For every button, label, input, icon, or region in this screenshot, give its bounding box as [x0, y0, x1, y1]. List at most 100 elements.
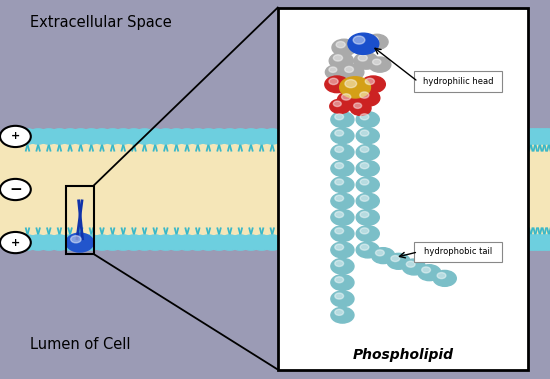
Circle shape [331, 307, 354, 323]
Circle shape [102, 129, 124, 144]
Circle shape [0, 179, 31, 200]
Circle shape [331, 291, 354, 307]
Circle shape [335, 293, 344, 299]
Circle shape [331, 258, 354, 274]
Circle shape [102, 235, 124, 250]
Circle shape [70, 235, 92, 250]
Circle shape [345, 80, 356, 88]
Circle shape [38, 129, 60, 144]
Circle shape [112, 235, 134, 250]
Circle shape [16, 235, 38, 250]
Circle shape [524, 235, 546, 250]
Circle shape [361, 76, 386, 93]
Text: Extracellular Space: Extracellular Space [30, 15, 172, 30]
Circle shape [354, 53, 378, 69]
Circle shape [360, 114, 369, 120]
Circle shape [38, 235, 60, 250]
Circle shape [335, 211, 344, 218]
Circle shape [356, 144, 380, 160]
Text: hydrophilic head: hydrophilic head [423, 77, 493, 86]
Circle shape [331, 274, 354, 290]
Circle shape [348, 33, 379, 55]
Circle shape [27, 235, 49, 250]
Circle shape [356, 226, 380, 242]
Circle shape [0, 126, 31, 147]
Circle shape [356, 242, 380, 258]
Circle shape [331, 161, 354, 177]
Bar [66, 186, 94, 254]
Circle shape [335, 179, 344, 185]
Circle shape [356, 177, 380, 193]
Circle shape [187, 235, 209, 250]
Circle shape [240, 129, 262, 144]
Circle shape [229, 129, 251, 144]
Circle shape [112, 129, 134, 144]
Circle shape [331, 193, 354, 209]
Circle shape [345, 66, 354, 72]
Circle shape [341, 64, 364, 80]
Circle shape [356, 209, 380, 225]
Circle shape [356, 111, 380, 127]
Circle shape [326, 65, 346, 80]
Circle shape [229, 235, 251, 250]
Circle shape [333, 55, 343, 61]
Circle shape [335, 146, 344, 152]
Circle shape [437, 273, 446, 279]
Circle shape [358, 55, 367, 61]
Circle shape [360, 179, 369, 185]
Circle shape [335, 277, 344, 283]
Circle shape [331, 226, 354, 242]
Circle shape [176, 129, 198, 144]
Circle shape [261, 129, 283, 144]
Circle shape [66, 233, 94, 252]
Circle shape [332, 39, 356, 56]
Circle shape [356, 90, 380, 106]
Circle shape [387, 253, 410, 269]
Circle shape [356, 128, 380, 144]
Circle shape [219, 235, 241, 250]
Circle shape [336, 41, 345, 48]
Circle shape [353, 36, 365, 44]
Circle shape [335, 228, 344, 234]
Circle shape [59, 129, 81, 144]
Text: Phospholipid: Phospholipid [353, 348, 453, 362]
Circle shape [91, 235, 113, 250]
Circle shape [366, 34, 388, 50]
Circle shape [48, 235, 70, 250]
Circle shape [418, 265, 441, 280]
Circle shape [155, 235, 177, 250]
Circle shape [369, 57, 391, 72]
Text: +: + [11, 238, 20, 247]
Circle shape [91, 129, 113, 144]
Circle shape [538, 129, 550, 144]
Circle shape [331, 111, 354, 127]
Circle shape [187, 129, 209, 144]
Circle shape [335, 114, 344, 120]
Circle shape [197, 235, 219, 250]
Circle shape [70, 236, 81, 243]
Circle shape [219, 129, 241, 144]
Circle shape [356, 193, 380, 209]
Circle shape [155, 129, 177, 144]
Circle shape [80, 129, 102, 144]
Circle shape [329, 78, 338, 85]
Circle shape [144, 235, 166, 250]
Circle shape [338, 92, 362, 108]
Circle shape [240, 235, 262, 250]
FancyBboxPatch shape [414, 72, 502, 92]
Circle shape [538, 235, 550, 250]
Circle shape [329, 67, 337, 72]
Circle shape [59, 235, 81, 250]
Circle shape [331, 128, 354, 144]
Circle shape [325, 76, 349, 93]
Circle shape [333, 101, 341, 106]
Circle shape [331, 177, 354, 193]
Circle shape [208, 235, 230, 250]
Circle shape [335, 260, 344, 266]
Circle shape [176, 235, 198, 250]
Circle shape [376, 250, 384, 256]
Circle shape [261, 235, 283, 250]
Circle shape [356, 161, 380, 177]
Circle shape [360, 146, 369, 152]
FancyBboxPatch shape [278, 8, 528, 370]
